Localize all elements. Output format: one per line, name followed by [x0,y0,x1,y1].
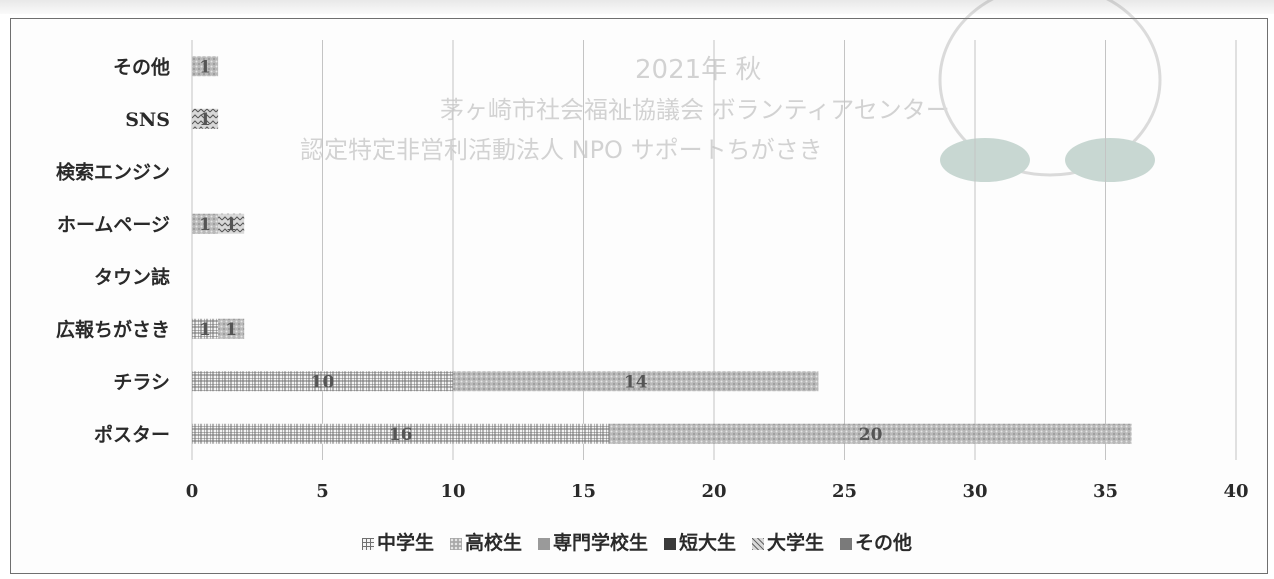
legend-swatch [361,538,374,550]
top-strip [0,0,1274,14]
category-label: ホームページ [57,214,170,236]
category-label: チラシ [113,371,170,393]
legend-item: その他 [840,528,912,555]
x-tick-label: 10 [440,481,465,502]
watermark-line-3: 認定特定非営利活動法人 NPO サポートちがさき [300,136,823,164]
bar-segment [218,213,245,234]
bars [192,56,1132,444]
chart-frame [10,18,1268,574]
category-label: 広報ちがさき [56,318,170,341]
category-label: ポスター [94,423,170,446]
data-label: 16 [389,425,413,445]
legend-swatch [664,538,676,550]
mascot-illustration [938,0,1162,182]
legend-label: 中学生 [376,532,434,554]
legend-item: 高校生 [449,528,522,555]
x-tick-label: 40 [1223,481,1248,502]
legend-item: 大学生 [752,528,824,555]
x-tick-label: 15 [571,481,596,502]
x-tick-label: 5 [316,481,329,502]
category-label: タウン誌 [94,265,170,288]
value-axis: 0 5 10 15 20 25 30 35 40 [186,481,1249,502]
legend-swatch [449,538,462,550]
legend-label: 高校生 [464,532,522,554]
bar-segment [192,423,610,444]
data-label: 1 [199,320,211,340]
legend-label: 大学生 [767,532,825,554]
bar-segment [453,371,819,392]
legend-swatch [537,538,550,550]
data-label: 1 [225,320,237,340]
bar-segment [192,108,219,129]
bar-segment [192,213,219,234]
category-label: SNS [125,109,170,131]
bar-segment [218,318,245,339]
watermark: 2021年 秋 茅ヶ崎市社会福祉協議会 ボランティアセンター 認定特定非営利活動… [300,0,1162,182]
category-label: 検索エンジン [56,160,170,183]
bar-segment [192,371,453,392]
data-label: 1 [199,110,211,130]
watermark-line-1: 2021年 秋 [635,55,761,85]
data-label: 1 [225,215,237,235]
watermark-line-2: 茅ヶ崎市社会福祉協議会 ボランティアセンター [440,96,950,124]
legend-label: 短大生 [679,532,737,554]
data-label: 10 [311,372,335,392]
bar-segment [192,56,219,77]
x-tick-label: 0 [186,481,199,502]
legend-item: 短大生 [664,528,736,555]
gridlines [191,40,1237,460]
legend-label: 専門学校生 [552,532,648,554]
x-tick-label: 20 [701,481,726,502]
legend-swatch [752,538,765,550]
data-label: 14 [624,372,648,392]
data-label: 1 [199,215,211,235]
category-label: その他 [113,55,170,78]
x-tick-label: 30 [962,481,987,502]
bar-segment [609,423,1132,444]
x-tick-label: 25 [832,481,857,502]
legend-item: 中学生 [361,528,434,555]
data-label: 1 [199,57,211,77]
legend-swatch [840,538,853,550]
legend-label: その他 [855,532,913,554]
legend-item: 専門学校生 [537,528,648,555]
legend: 中学生 高校生 専門学校生 短大生 大学生 その他 [0,528,1274,555]
x-tick-label: 35 [1093,481,1118,502]
bar-segment [192,318,219,339]
data-label: 20 [859,425,883,445]
